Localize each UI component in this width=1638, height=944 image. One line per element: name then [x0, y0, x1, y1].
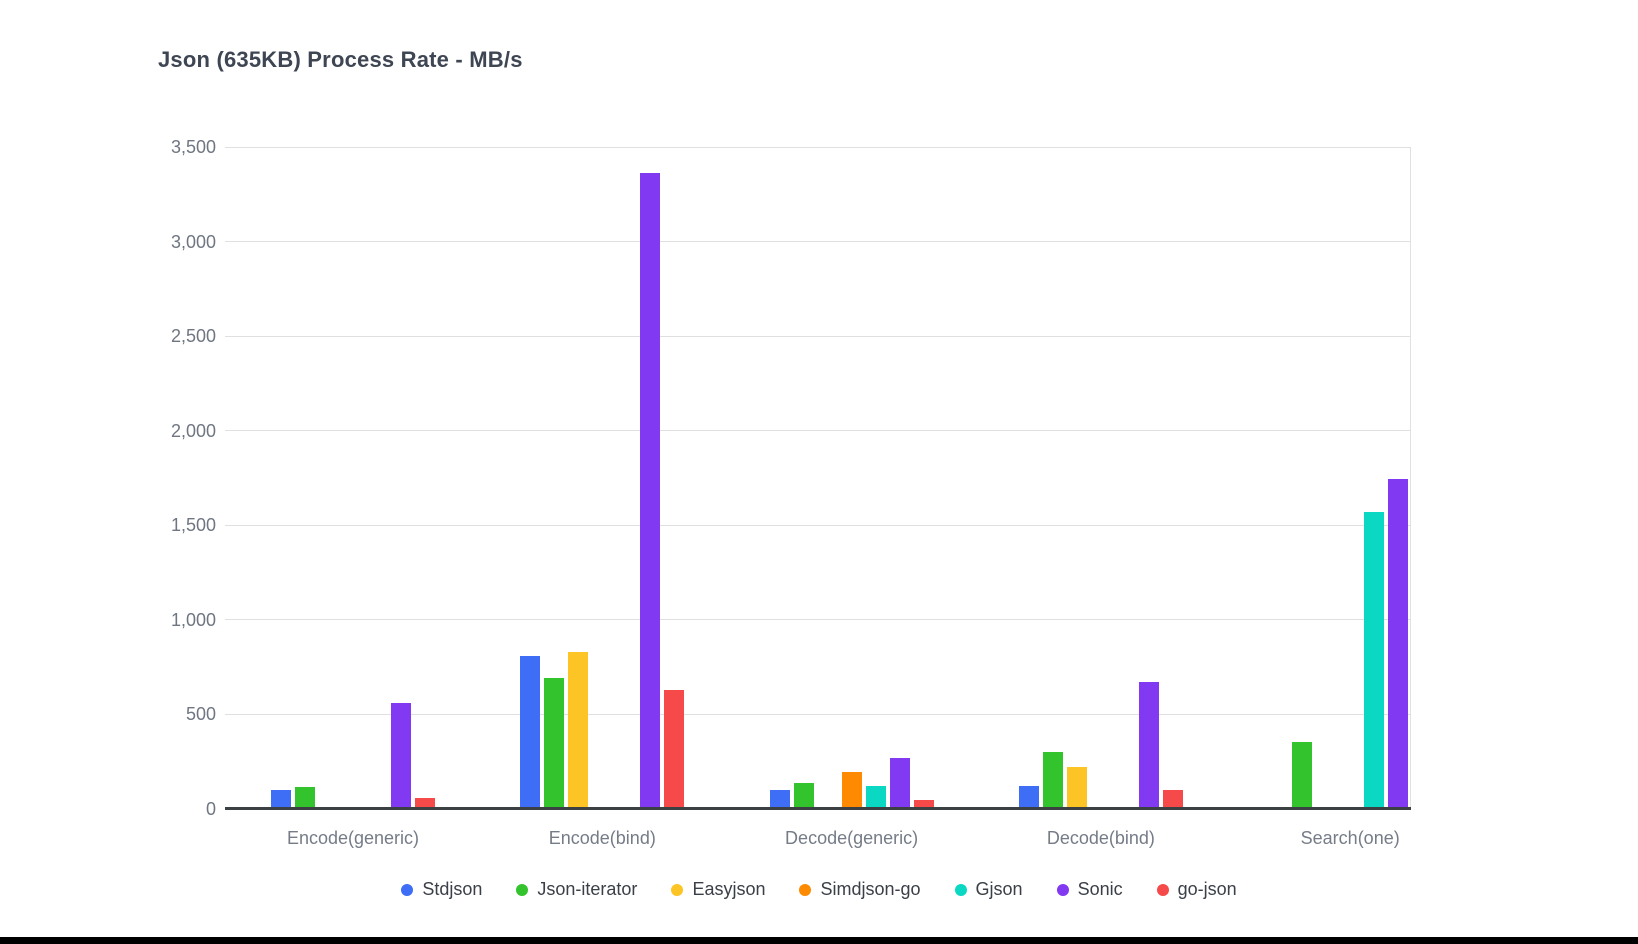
gridline: [225, 619, 1411, 621]
bar: [1018, 786, 1039, 809]
bar: [415, 797, 435, 809]
bar: [1388, 478, 1409, 809]
legend-label: Json-iterator: [537, 879, 638, 899]
gridline: [225, 241, 1411, 243]
y-tick-label: 3,500: [170, 137, 216, 157]
bar: [391, 703, 411, 809]
bar: [664, 689, 685, 809]
bar: [1042, 752, 1063, 809]
bar: [520, 655, 541, 809]
plot-area: [225, 146, 1411, 810]
category-label: Decode(bind): [1046, 828, 1155, 848]
bar: [865, 786, 886, 809]
legend-dot-icon: [1056, 883, 1069, 896]
category-label: Encode(bind): [548, 828, 656, 848]
legend-label: Sonic: [1077, 879, 1123, 899]
bar: [1292, 741, 1313, 809]
gridline: [225, 524, 1411, 526]
legend-label: go-json: [1177, 879, 1237, 899]
y-tick-label: 3,000: [170, 231, 216, 252]
legend-label: Gjson: [975, 879, 1023, 899]
bar: [544, 677, 565, 809]
chart-title: Json (635KB) Process Rate - MB/s: [158, 47, 523, 72]
gridline: [225, 430, 1411, 432]
y-tick-label: 500: [185, 704, 216, 725]
bar: [568, 652, 589, 809]
gridline: [225, 335, 1411, 337]
bottom-edge-bar: [0, 937, 1638, 944]
legend-item[interactable]: go-json: [1156, 879, 1237, 900]
bar: [913, 799, 934, 809]
bar: [1066, 767, 1087, 809]
legend-dot-icon: [401, 883, 414, 896]
bar: [1138, 682, 1159, 809]
y-tick-label: 0: [205, 799, 216, 819]
bar: [889, 757, 910, 809]
bar: [841, 772, 862, 809]
legend-item[interactable]: Easyjson: [671, 879, 765, 900]
bar: [271, 790, 291, 809]
y-tick-label: 2,000: [170, 420, 216, 441]
legend-item[interactable]: Gjson: [954, 879, 1023, 900]
category-label: Decode(generic): [785, 828, 919, 848]
category-label: Search(one): [1300, 828, 1400, 848]
legend-dot-icon: [1156, 883, 1169, 896]
legend-dot-icon: [671, 883, 684, 896]
legend-dot-icon: [954, 883, 967, 896]
legend-dot-icon: [516, 883, 529, 896]
bar: [1364, 512, 1385, 809]
bar: [295, 787, 315, 809]
legend-label: Simdjson-go: [820, 879, 921, 899]
legend-label: Easyjson: [692, 879, 766, 899]
bar: [1162, 790, 1183, 809]
y-tick-label: 1,000: [170, 609, 216, 630]
gridline: [225, 146, 1411, 148]
legend-item[interactable]: Simdjson-go: [799, 879, 921, 900]
bar: [793, 782, 814, 809]
y-tick-label: 1,500: [170, 515, 216, 536]
x-axis-line: [225, 807, 1411, 810]
y-tick-label: 2,500: [170, 326, 216, 347]
plot-right-border: [1410, 147, 1411, 809]
legend-item[interactable]: Sonic: [1056, 879, 1123, 900]
legend-item[interactable]: Json-iterator: [516, 879, 637, 900]
legend: Stdjson Json-iterator Easyjson Simdjson-go G…: [0, 879, 1638, 900]
legend-label: Stdjson: [422, 879, 483, 899]
legend-dot-icon: [799, 883, 812, 896]
category-label: Encode(generic): [286, 828, 420, 848]
gridline: [225, 713, 1411, 715]
bar: [769, 790, 790, 809]
bar: [640, 173, 661, 809]
legend-item[interactable]: Stdjson: [401, 879, 482, 900]
